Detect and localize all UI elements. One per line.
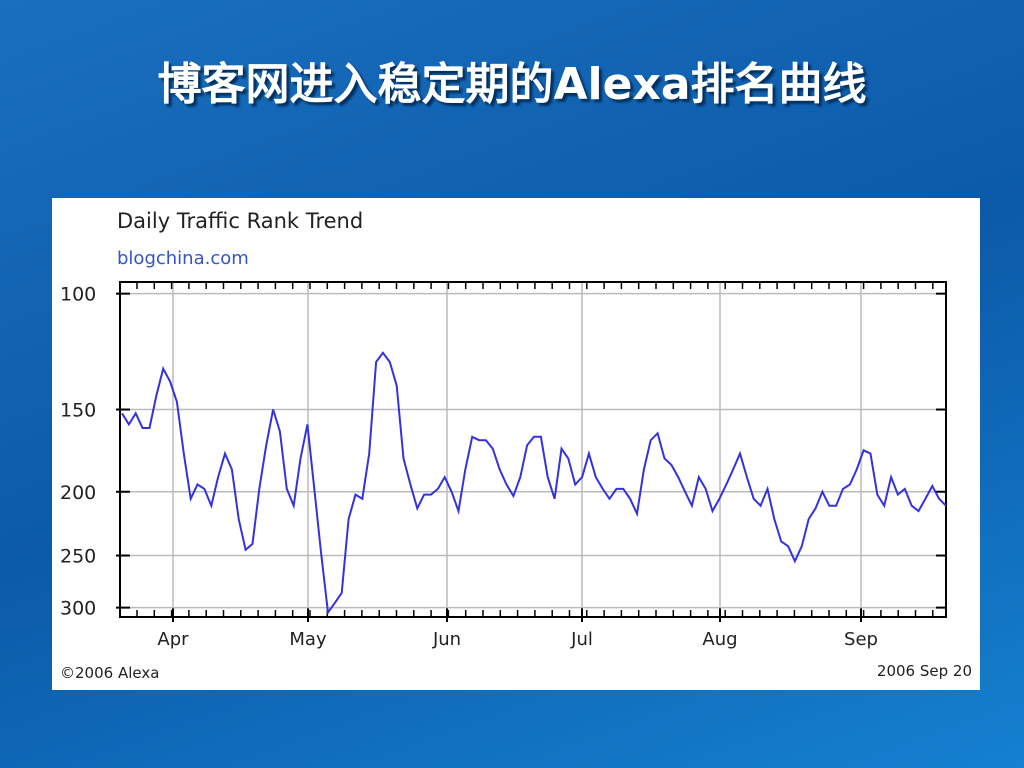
plot-frame [119,281,947,618]
x-tick-label: Jun [432,629,461,650]
x-tick-label: Aug [702,629,737,650]
chart: Daily Traffic Rank Trend blogchina.com ©… [60,209,972,682]
x-tick-label: Jul [570,629,593,650]
chart-subtitle: blogchina.com [117,248,249,269]
chart-title: Daily Traffic Rank Trend [117,209,363,233]
slide-title: 博客网进入稳定期的Alexa排名曲线 [157,59,867,110]
rank-line [121,351,947,616]
x-tick-label: May [289,629,327,650]
date-stamp: 2006 Sep 20 [877,662,972,680]
y-tick-label: 250 [60,546,96,568]
x-tick-label: Sep [844,629,878,650]
chart-panel: Daily Traffic Rank Trend blogchina.com ©… [52,198,980,690]
x-tick-label: Apr [157,629,189,650]
y-tick-label: 100 [60,284,96,306]
y-tick-label: 300 [60,598,96,620]
y-tick-label: 150 [60,400,96,422]
copyright: ©2006 Alexa [60,664,159,682]
y-tick-label: 200 [60,482,96,504]
